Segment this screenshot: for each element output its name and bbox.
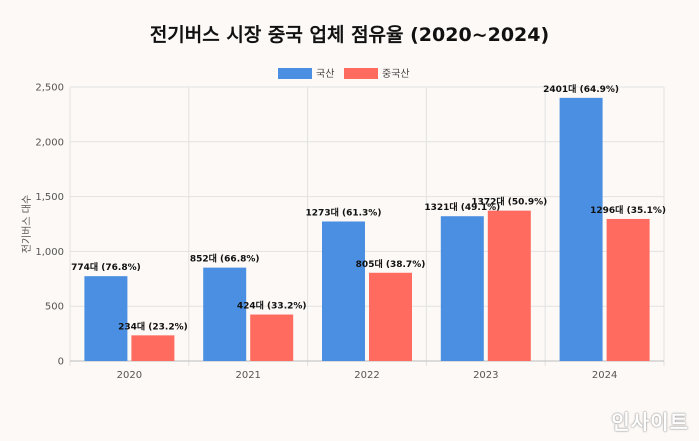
bar-domestic — [84, 276, 128, 361]
bar-domestic — [440, 216, 484, 361]
x-tick-label: 2023 — [473, 370, 498, 381]
data-label: 2401대 (64.9%) — [543, 83, 619, 95]
data-label: 234대 (23.2%) — [118, 320, 188, 332]
legend-label: 국산 — [316, 68, 334, 80]
legend-swatch-domestic — [278, 68, 312, 79]
y-tick-label: 2,500 — [35, 83, 64, 94]
x-tick-label: 2020 — [117, 370, 142, 381]
x-tick-label: 2021 — [235, 370, 260, 381]
bar-chinese — [131, 335, 175, 361]
bar-domestic — [322, 221, 365, 361]
bar-chinese — [606, 218, 650, 361]
data-label: 774대 (76.8%) — [71, 261, 141, 273]
bar-chinese — [487, 210, 531, 361]
y-tick-label: 1,000 — [35, 247, 64, 258]
y-tick-label: 0 — [58, 357, 64, 368]
x-tick-label: 2022 — [354, 370, 379, 381]
y-axis-title: 전기버스 대수 — [21, 195, 33, 253]
data-label: 1321대 (49.1%) — [424, 201, 500, 213]
watermark-logo: 인사이트 — [611, 410, 689, 434]
x-tick-label: 2024 — [592, 370, 617, 381]
chart-title: 전기버스 시장 중국 업체 점유율 (2020~2024) — [149, 24, 550, 46]
data-label: 424대 (33.2%) — [237, 300, 307, 312]
data-label: 1296대 (35.1%) — [590, 204, 666, 216]
bar-domestic — [559, 97, 603, 361]
y-tick-label: 1,500 — [35, 192, 64, 203]
y-tick-label: 2,000 — [35, 137, 64, 148]
data-label: 805대 (38.7%) — [356, 258, 426, 270]
bar-chinese — [369, 272, 412, 361]
data-label: 1273대 (61.3%) — [306, 206, 382, 218]
data-label: 852대 (66.8%) — [190, 253, 260, 265]
data-label: 1372대 (50.9%) — [471, 196, 547, 208]
bar-chinese — [250, 314, 294, 361]
bar-domestic — [203, 267, 247, 361]
legend-label: 중국산 — [382, 68, 410, 80]
legend-swatch-chinese — [344, 68, 378, 79]
y-tick-label: 500 — [45, 302, 64, 313]
